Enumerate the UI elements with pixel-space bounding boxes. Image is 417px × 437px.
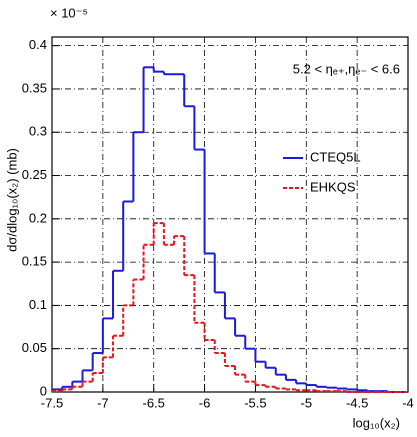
x-tick-label: -5.5 bbox=[244, 395, 266, 410]
plot-frame bbox=[51, 36, 409, 393]
x-tick-label: -4 bbox=[402, 395, 414, 410]
y-axis-label: dσ/dlog₁₀(x₂) (mb) bbox=[4, 148, 19, 252]
x-tick-label: -7 bbox=[97, 395, 109, 410]
y-tick-label: 0 bbox=[40, 383, 47, 398]
y-tick-label: 0.4 bbox=[29, 37, 47, 52]
y-tick-label: 0.2 bbox=[29, 210, 47, 225]
x-tick-label: -4.5 bbox=[346, 395, 368, 410]
x-tick-label: -6 bbox=[199, 395, 211, 410]
legend-label: EHKQS bbox=[310, 179, 356, 194]
y-tick-label: 0.3 bbox=[29, 124, 47, 139]
y-tick-label: 0.1 bbox=[29, 297, 47, 312]
y-tick-label: 0.15 bbox=[22, 254, 47, 269]
y-tick-label: 0.25 bbox=[22, 167, 47, 182]
x-tick-label: -6.5 bbox=[143, 395, 165, 410]
x-axis-label: log₁₀(x₂) bbox=[353, 415, 400, 430]
annotation: 5.2 < ηₑ₊,ηₑ₋ < 6.6 bbox=[293, 61, 400, 76]
x-tick-label: -7.5 bbox=[41, 395, 63, 410]
x-tick-label: -5 bbox=[301, 395, 313, 410]
legend-label: CTEQ5L bbox=[310, 149, 361, 164]
y-tick-label: 0.05 bbox=[22, 340, 47, 355]
y-tick-label: 0.35 bbox=[22, 80, 47, 95]
y-multiplier: × 10⁻⁵ bbox=[50, 5, 88, 20]
